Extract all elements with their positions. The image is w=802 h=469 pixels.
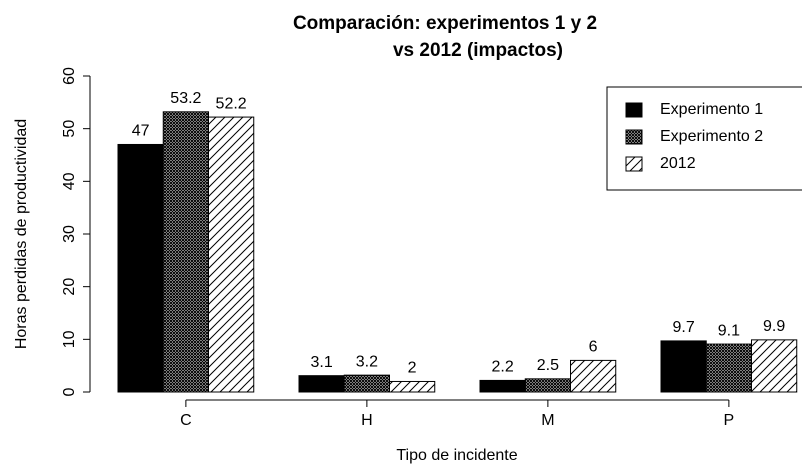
- legend-label: Experimento 2: [660, 128, 763, 145]
- y-tick-label: 50: [61, 120, 78, 138]
- bar: [162, 111, 209, 393]
- value-label: 2: [408, 360, 417, 377]
- y-tick-label: 30: [61, 225, 78, 243]
- value-label: 9.7: [673, 319, 695, 336]
- legend-label: Experimento 1: [660, 101, 763, 118]
- value-label: 52.2: [216, 95, 247, 112]
- bar: [479, 379, 526, 393]
- bar: [343, 374, 390, 393]
- x-axis-label: Tipo de incidente: [396, 447, 517, 464]
- y-tick-label: 0: [61, 387, 78, 396]
- value-label: 2.2: [492, 359, 514, 376]
- value-label: 47: [132, 123, 150, 140]
- bar: [524, 378, 571, 393]
- x-tick-label: P: [724, 412, 735, 429]
- y-tick-label: 60: [61, 67, 78, 85]
- bar: [570, 359, 617, 393]
- bar: [298, 375, 345, 393]
- legend-swatch: [625, 102, 643, 118]
- y-axis-label: Horas perdidas de productividad: [13, 119, 30, 349]
- value-label: 6: [589, 339, 598, 356]
- legend-swatch: [625, 156, 643, 172]
- value-label: 9.1: [718, 322, 740, 339]
- bar: [705, 343, 752, 393]
- value-label: 53.2: [170, 90, 201, 107]
- bar: [117, 143, 164, 393]
- bar: [660, 340, 707, 393]
- chart-title: Comparación: experimentos 1 y 2: [293, 13, 597, 34]
- bar: [751, 339, 798, 393]
- y-tick-label: 20: [61, 278, 78, 296]
- value-label: 2.5: [537, 357, 559, 374]
- value-label: 3.1: [311, 354, 333, 371]
- y-tick-label: 10: [61, 330, 78, 348]
- x-tick-label: M: [541, 412, 554, 429]
- value-label: 3.2: [356, 353, 378, 370]
- y-tick-label: 40: [61, 172, 78, 190]
- legend-swatch: [625, 129, 643, 145]
- bar: [208, 116, 255, 393]
- legend-label: 2012: [660, 155, 696, 172]
- x-tick-label: H: [361, 412, 373, 429]
- bar: [389, 380, 436, 393]
- x-tick-label: C: [180, 412, 192, 429]
- value-label: 9.9: [763, 318, 785, 335]
- chart-title: vs 2012 (impactos): [393, 40, 563, 61]
